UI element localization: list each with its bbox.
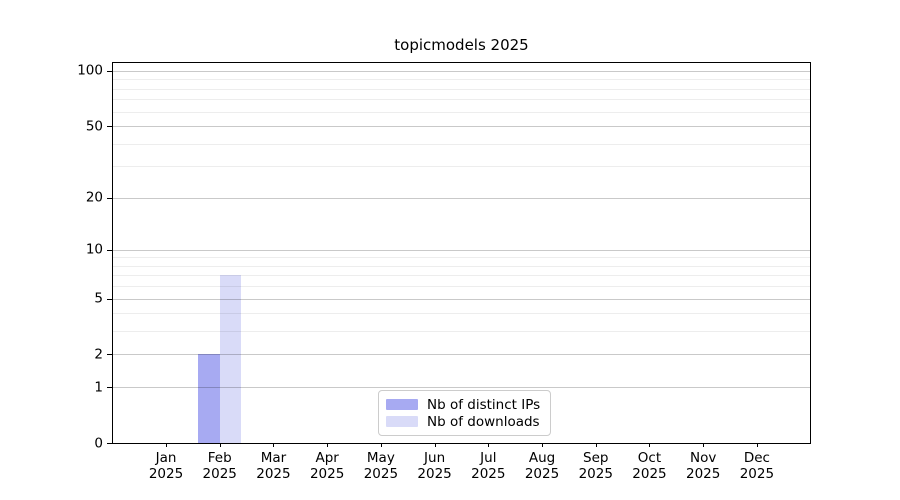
plot-area <box>112 62 811 444</box>
x-tick-label: Apr 2025 <box>309 450 345 482</box>
y-tick-label: 0 <box>94 434 103 451</box>
legend-label-downloads: Nb of downloads <box>427 413 540 430</box>
minor-gridline <box>113 313 810 315</box>
y-tick-mark <box>107 298 112 300</box>
minor-gridline <box>113 79 810 81</box>
legend-swatch-downloads-icon <box>386 416 418 427</box>
y-tick-mark <box>107 387 112 389</box>
major-gridline <box>113 70 810 72</box>
y-tick-label: 50 <box>85 117 103 134</box>
x-tick-label: Feb 2025 <box>202 450 237 482</box>
y-tick-label: 2 <box>94 346 103 363</box>
x-tick-label: Sep 2025 <box>578 450 613 482</box>
x-tick-label: Jun 2025 <box>417 450 452 482</box>
x-tick-mark <box>273 443 275 447</box>
legend-swatch-distinct-ips-icon <box>386 399 418 410</box>
chart-title: topicmodels 2025 <box>394 36 529 54</box>
minor-gridline <box>113 265 810 267</box>
y-tick-label: 5 <box>94 290 103 307</box>
grid-layer <box>113 63 810 443</box>
x-tick-label: Dec 2025 <box>739 450 775 482</box>
minor-gridline <box>113 111 810 113</box>
x-tick-label: May 2025 <box>363 450 399 482</box>
y-tick-label: 10 <box>85 241 103 258</box>
x-tick-mark <box>434 443 436 447</box>
y-tick-label: 1 <box>94 378 103 395</box>
legend-item-downloads: Nb of downloads <box>386 413 540 430</box>
x-tick-mark <box>595 443 597 447</box>
y-tick-mark <box>107 197 112 199</box>
x-tick-label: Aug 2025 <box>524 450 560 482</box>
bar-nb-of-downloads-feb <box>219 275 242 443</box>
minor-gridline <box>113 286 810 288</box>
x-tick-mark <box>756 443 758 447</box>
x-tick-label: Mar 2025 <box>256 450 291 482</box>
x-tick-mark <box>649 443 651 447</box>
major-gridline <box>113 197 810 199</box>
minor-gridline <box>113 99 810 101</box>
x-tick-label: Nov 2025 <box>686 450 721 482</box>
bars-layer <box>113 63 810 443</box>
x-tick-mark <box>327 443 329 447</box>
y-tick-label: 20 <box>85 189 103 206</box>
x-tick-label: Jan 2025 <box>148 450 184 482</box>
legend-item-distinct-ips: Nb of distinct IPs <box>386 396 540 413</box>
y-tick-mark <box>107 443 112 444</box>
minor-gridline <box>113 331 810 333</box>
x-tick-mark <box>703 443 705 447</box>
legend: Nb of distinct IPs Nb of downloads <box>378 390 552 436</box>
x-tick-mark <box>166 443 167 447</box>
major-gridline <box>113 298 810 300</box>
major-gridline <box>113 126 810 128</box>
bar-nb-of-distinct-ips-feb <box>198 354 220 443</box>
x-tick-label: Jul 2025 <box>471 450 506 482</box>
x-tick-mark <box>542 443 544 447</box>
y-tick-mark <box>107 126 112 128</box>
y-tick-mark <box>107 354 112 356</box>
minor-gridline <box>113 88 810 90</box>
minor-gridline <box>113 275 810 277</box>
minor-gridline <box>113 257 810 259</box>
y-tick-mark <box>107 249 112 251</box>
legend-label-distinct-ips: Nb of distinct IPs <box>427 396 541 413</box>
major-gridline <box>113 354 810 356</box>
y-tick-label: 100 <box>77 62 103 79</box>
major-gridline <box>113 387 810 389</box>
major-gridline <box>113 249 810 251</box>
x-tick-mark <box>380 443 382 447</box>
x-tick-label: Oct 2025 <box>632 450 667 482</box>
y-tick-mark <box>107 70 112 72</box>
x-tick-mark <box>488 443 490 447</box>
x-tick-mark <box>219 443 221 447</box>
minor-gridline <box>113 166 810 168</box>
minor-gridline <box>113 143 810 145</box>
